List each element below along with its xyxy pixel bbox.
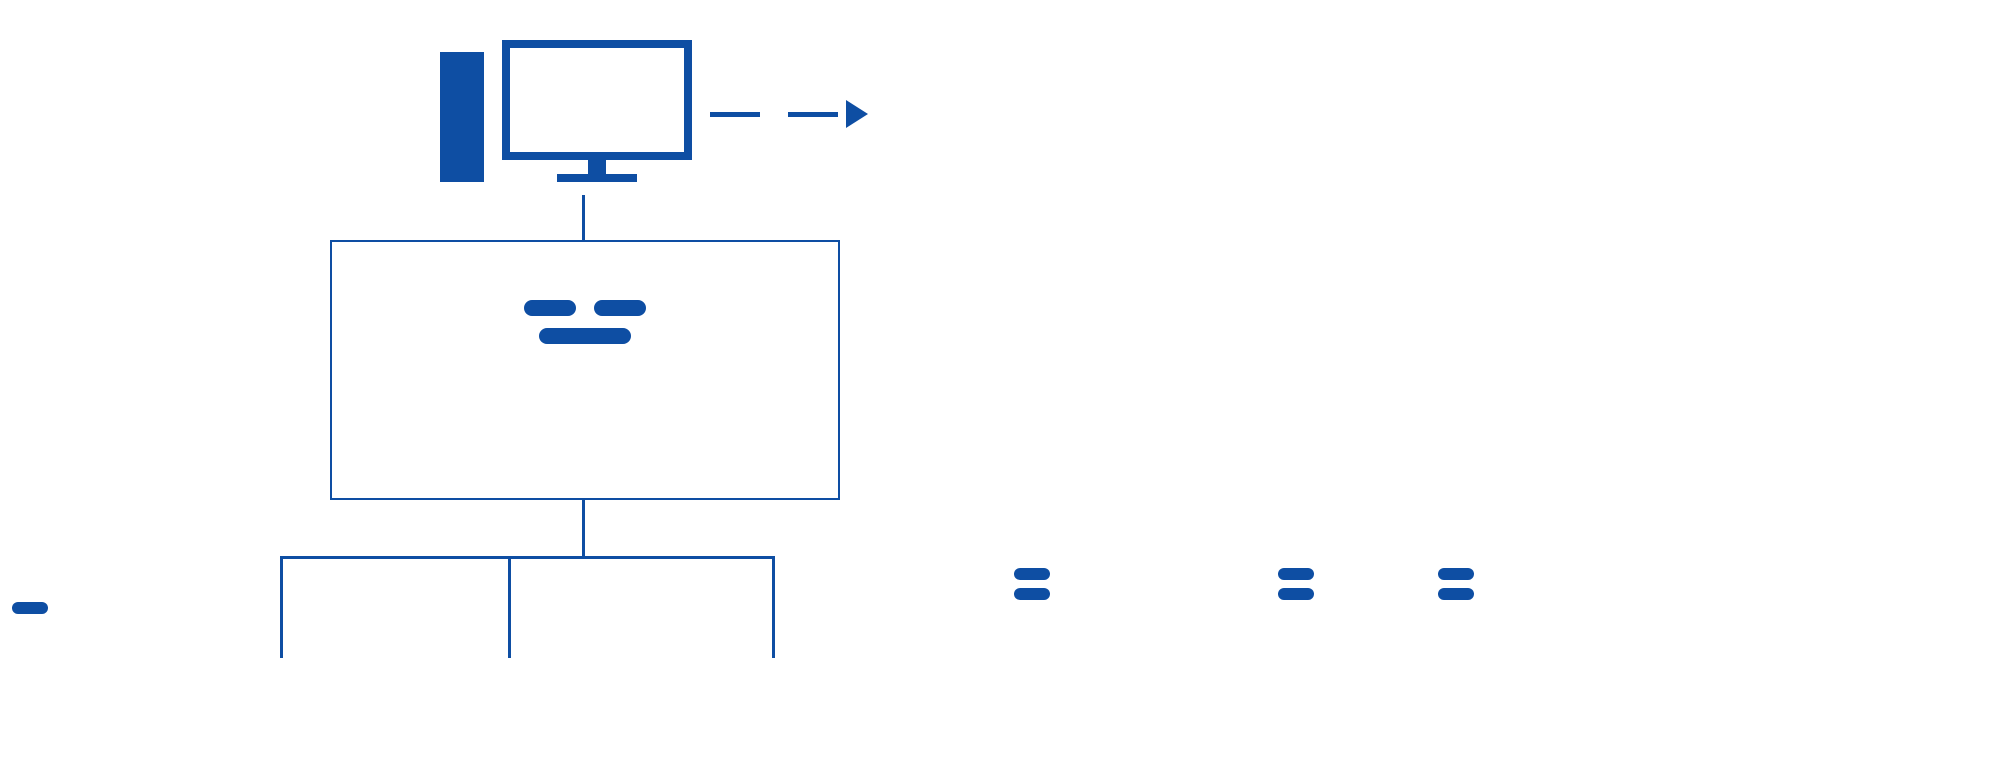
monitor-icon	[502, 40, 692, 182]
pc-tower-icon	[440, 52, 484, 182]
info-pill-production-type	[12, 602, 48, 614]
feature-pill-output	[524, 300, 576, 316]
connector-line	[582, 500, 585, 558]
connector-line	[280, 556, 283, 658]
info-pill-startend	[1438, 568, 1474, 580]
center-feature-box	[330, 240, 840, 500]
info-pill-defect-info	[1278, 568, 1314, 580]
info-pill-nonprod-time	[1438, 588, 1474, 600]
computer-icon	[440, 40, 692, 182]
info-pill-work-startend	[1014, 568, 1050, 580]
connector-line	[508, 556, 511, 658]
info-pill-quality-info	[1278, 588, 1314, 600]
connector-line	[582, 195, 585, 240]
usage-arrow	[710, 100, 868, 128]
connector-line	[772, 556, 775, 658]
connector-line	[280, 556, 775, 559]
feature-pill-status	[539, 328, 631, 344]
info-pill-leadtime	[1014, 588, 1050, 600]
feature-pill-startend	[594, 300, 646, 316]
